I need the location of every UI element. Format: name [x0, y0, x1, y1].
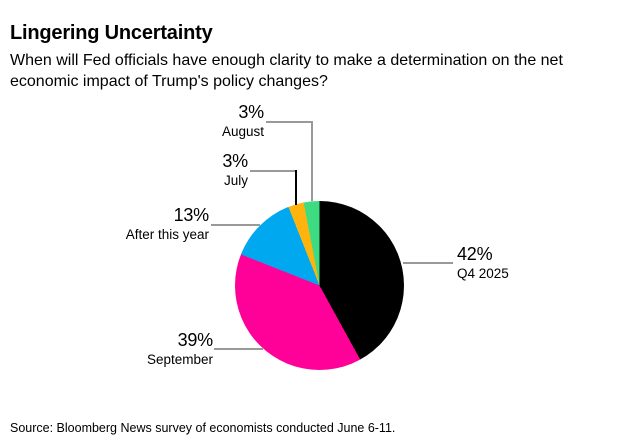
leader-line-july-vertical: [295, 170, 297, 205]
leader-line-q4-2025: [403, 262, 453, 264]
source-note: Source: Bloomberg News survey of economi…: [10, 420, 396, 435]
slice-label-after-this-year: 13% After this year: [125, 205, 210, 243]
slice-value: 3%: [222, 151, 248, 171]
slice-name: July: [223, 173, 248, 188]
slice-label-q4-2025: 42% Q4 2025: [457, 244, 509, 282]
slice-value: 3%: [238, 102, 264, 122]
leader-line-september: [214, 348, 263, 350]
slice-name: August: [221, 124, 264, 139]
slice-label-july: 3% July: [222, 151, 248, 189]
slice-value: 39%: [177, 330, 214, 350]
slice-label-august: 3% August: [221, 102, 264, 140]
slice-value: 42%: [457, 244, 493, 264]
slice-name: Q4 2025: [457, 266, 509, 281]
leader-line-august: [266, 121, 313, 201]
slice-label-september: 39% September: [146, 330, 214, 368]
leader-line-after-this-year: [211, 224, 260, 226]
slice-name: September: [146, 352, 213, 367]
chart-title: Lingering Uncertainty: [10, 22, 213, 45]
leader-line-july-horizontal: [250, 170, 296, 172]
slice-name: After this year: [125, 227, 209, 242]
slice-value: 13%: [173, 205, 210, 225]
pie: [235, 201, 404, 370]
chart-subtitle: When will Fed officials have enough clar…: [10, 52, 563, 90]
